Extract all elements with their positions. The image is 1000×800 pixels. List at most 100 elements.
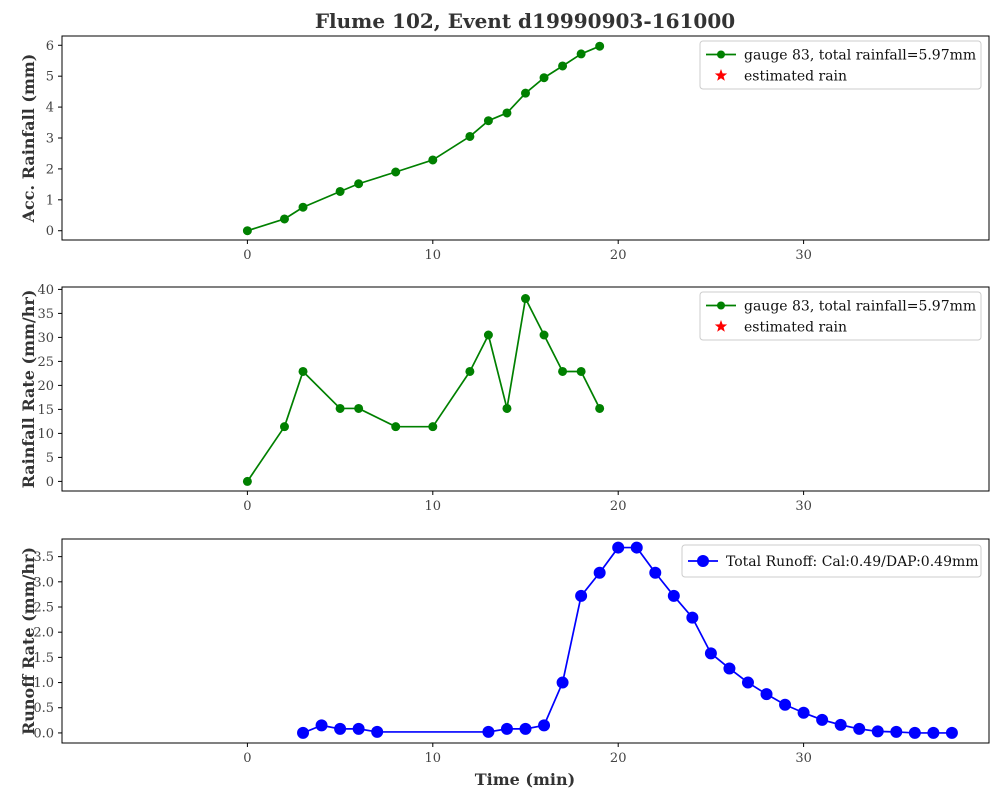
data-point — [354, 403, 364, 413]
data-point — [538, 719, 551, 732]
data-point — [797, 706, 810, 719]
data-point — [686, 611, 699, 624]
y-tick-label: 0.0 — [33, 726, 54, 741]
data-point — [352, 722, 365, 735]
y-tick-label: 2 — [46, 162, 54, 177]
data-point — [556, 676, 569, 689]
y-tick-label: 25 — [37, 355, 54, 370]
y-axis-label: Rainfall Rate (mm/hr) — [19, 290, 38, 489]
data-point — [500, 722, 513, 735]
data-point — [558, 61, 568, 71]
data-point — [354, 179, 364, 189]
panels-container: 0 10 20 30 0 1 2 3 4 5 6 Acc. Rainfall (mm) gauge 83… — [19, 35, 990, 766]
data-point — [704, 647, 717, 660]
x-tick-label: 0 — [243, 751, 251, 766]
x-tick-label: 30 — [795, 499, 812, 514]
data-point — [502, 403, 512, 413]
data-point — [428, 422, 438, 432]
y-tick-label: 3.5 — [33, 550, 54, 565]
y-tick-label: 0.5 — [33, 701, 54, 716]
legend-entry-label: Total Runoff: Cal:0.49/DAP:0.49mm — [726, 554, 979, 570]
y-tick-label: 15 — [37, 403, 54, 418]
x-tick-label: 10 — [425, 751, 442, 766]
chart-title: Flume 102, Event d19990903-161000 — [315, 9, 735, 33]
legend-entry-label: gauge 83, total rainfall=5.97mm — [744, 299, 976, 315]
x-tick-label: 0 — [243, 499, 251, 514]
data-point — [483, 116, 493, 126]
legend-entry-label: estimated rain — [744, 69, 847, 85]
data-point — [576, 366, 586, 376]
plot-frame — [61, 538, 990, 744]
series-1 — [242, 294, 605, 486]
x-axis-label: Time (min) — [475, 770, 575, 789]
data-point — [760, 688, 773, 701]
data-point — [575, 589, 588, 602]
x-tick-label: 30 — [795, 248, 812, 263]
x-tick-label: 20 — [610, 499, 627, 514]
y-tick-label: 30 — [37, 331, 54, 346]
y-tick-label: 1.5 — [33, 651, 54, 666]
y-tick-label: 5 — [46, 70, 54, 85]
data-point — [391, 167, 401, 177]
data-point — [519, 722, 532, 735]
data-point — [298, 366, 308, 376]
legend: gauge 83, total rainfall=5.97mm estimated… — [699, 291, 982, 341]
data-point — [927, 726, 940, 739]
y-tick-label: 20 — [37, 379, 54, 394]
data-point — [612, 541, 625, 554]
data-point — [334, 722, 347, 735]
data-point — [853, 722, 866, 735]
data-point — [558, 366, 568, 376]
data-point — [593, 566, 606, 579]
data-point — [741, 676, 754, 689]
data-point — [335, 403, 345, 413]
y-tick-label: 2.0 — [33, 626, 54, 641]
legend: Total Runoff: Cal:0.49/DAP:0.49mm — [681, 544, 982, 578]
data-point — [335, 186, 345, 196]
panel-1: 0 10 20 30 0 1 2 3 4 5 6 Acc. Rainfall (mm) gauge 83… — [19, 35, 990, 263]
legend-box — [699, 291, 982, 341]
series-1 — [242, 41, 605, 236]
legend-marker-icon — [717, 50, 725, 59]
data-point — [483, 330, 493, 340]
data-point — [371, 725, 384, 738]
data-point — [595, 403, 605, 413]
x-tick-label: 0 — [243, 248, 251, 263]
data-point — [539, 73, 549, 83]
x-tick-label: 30 — [795, 751, 812, 766]
y-tick-label: 1 — [46, 193, 54, 208]
legend-box — [681, 544, 982, 578]
data-point — [871, 725, 884, 738]
data-point — [667, 589, 680, 602]
data-point — [779, 698, 792, 711]
data-point — [945, 726, 958, 739]
data-point — [465, 131, 475, 141]
data-point — [521, 294, 530, 304]
data-point — [502, 108, 512, 118]
y-tick-label: 0 — [46, 475, 54, 490]
y-tick-label: 3 — [46, 132, 54, 147]
data-point — [816, 713, 829, 726]
legend: gauge 83, total rainfall=5.97mm estimated… — [699, 40, 982, 90]
legend-entry-label: gauge 83, total rainfall=5.97mm — [744, 48, 976, 64]
data-point — [298, 202, 308, 212]
data-point — [279, 422, 289, 432]
data-point — [908, 726, 921, 739]
y-tick-label: 2.5 — [33, 601, 54, 616]
data-point — [428, 155, 438, 165]
y-tick-label: 10 — [37, 427, 54, 442]
data-point — [315, 719, 328, 732]
data-point — [465, 366, 475, 376]
y-tick-label: 6 — [46, 39, 54, 54]
x-tick-label: 20 — [610, 751, 627, 766]
data-point — [482, 725, 495, 738]
data-point — [630, 541, 643, 554]
x-tick-label: 10 — [425, 248, 442, 263]
data-point — [595, 41, 605, 51]
legend-star-icon — [714, 320, 728, 332]
legend-box — [699, 40, 982, 90]
data-point — [242, 226, 252, 236]
